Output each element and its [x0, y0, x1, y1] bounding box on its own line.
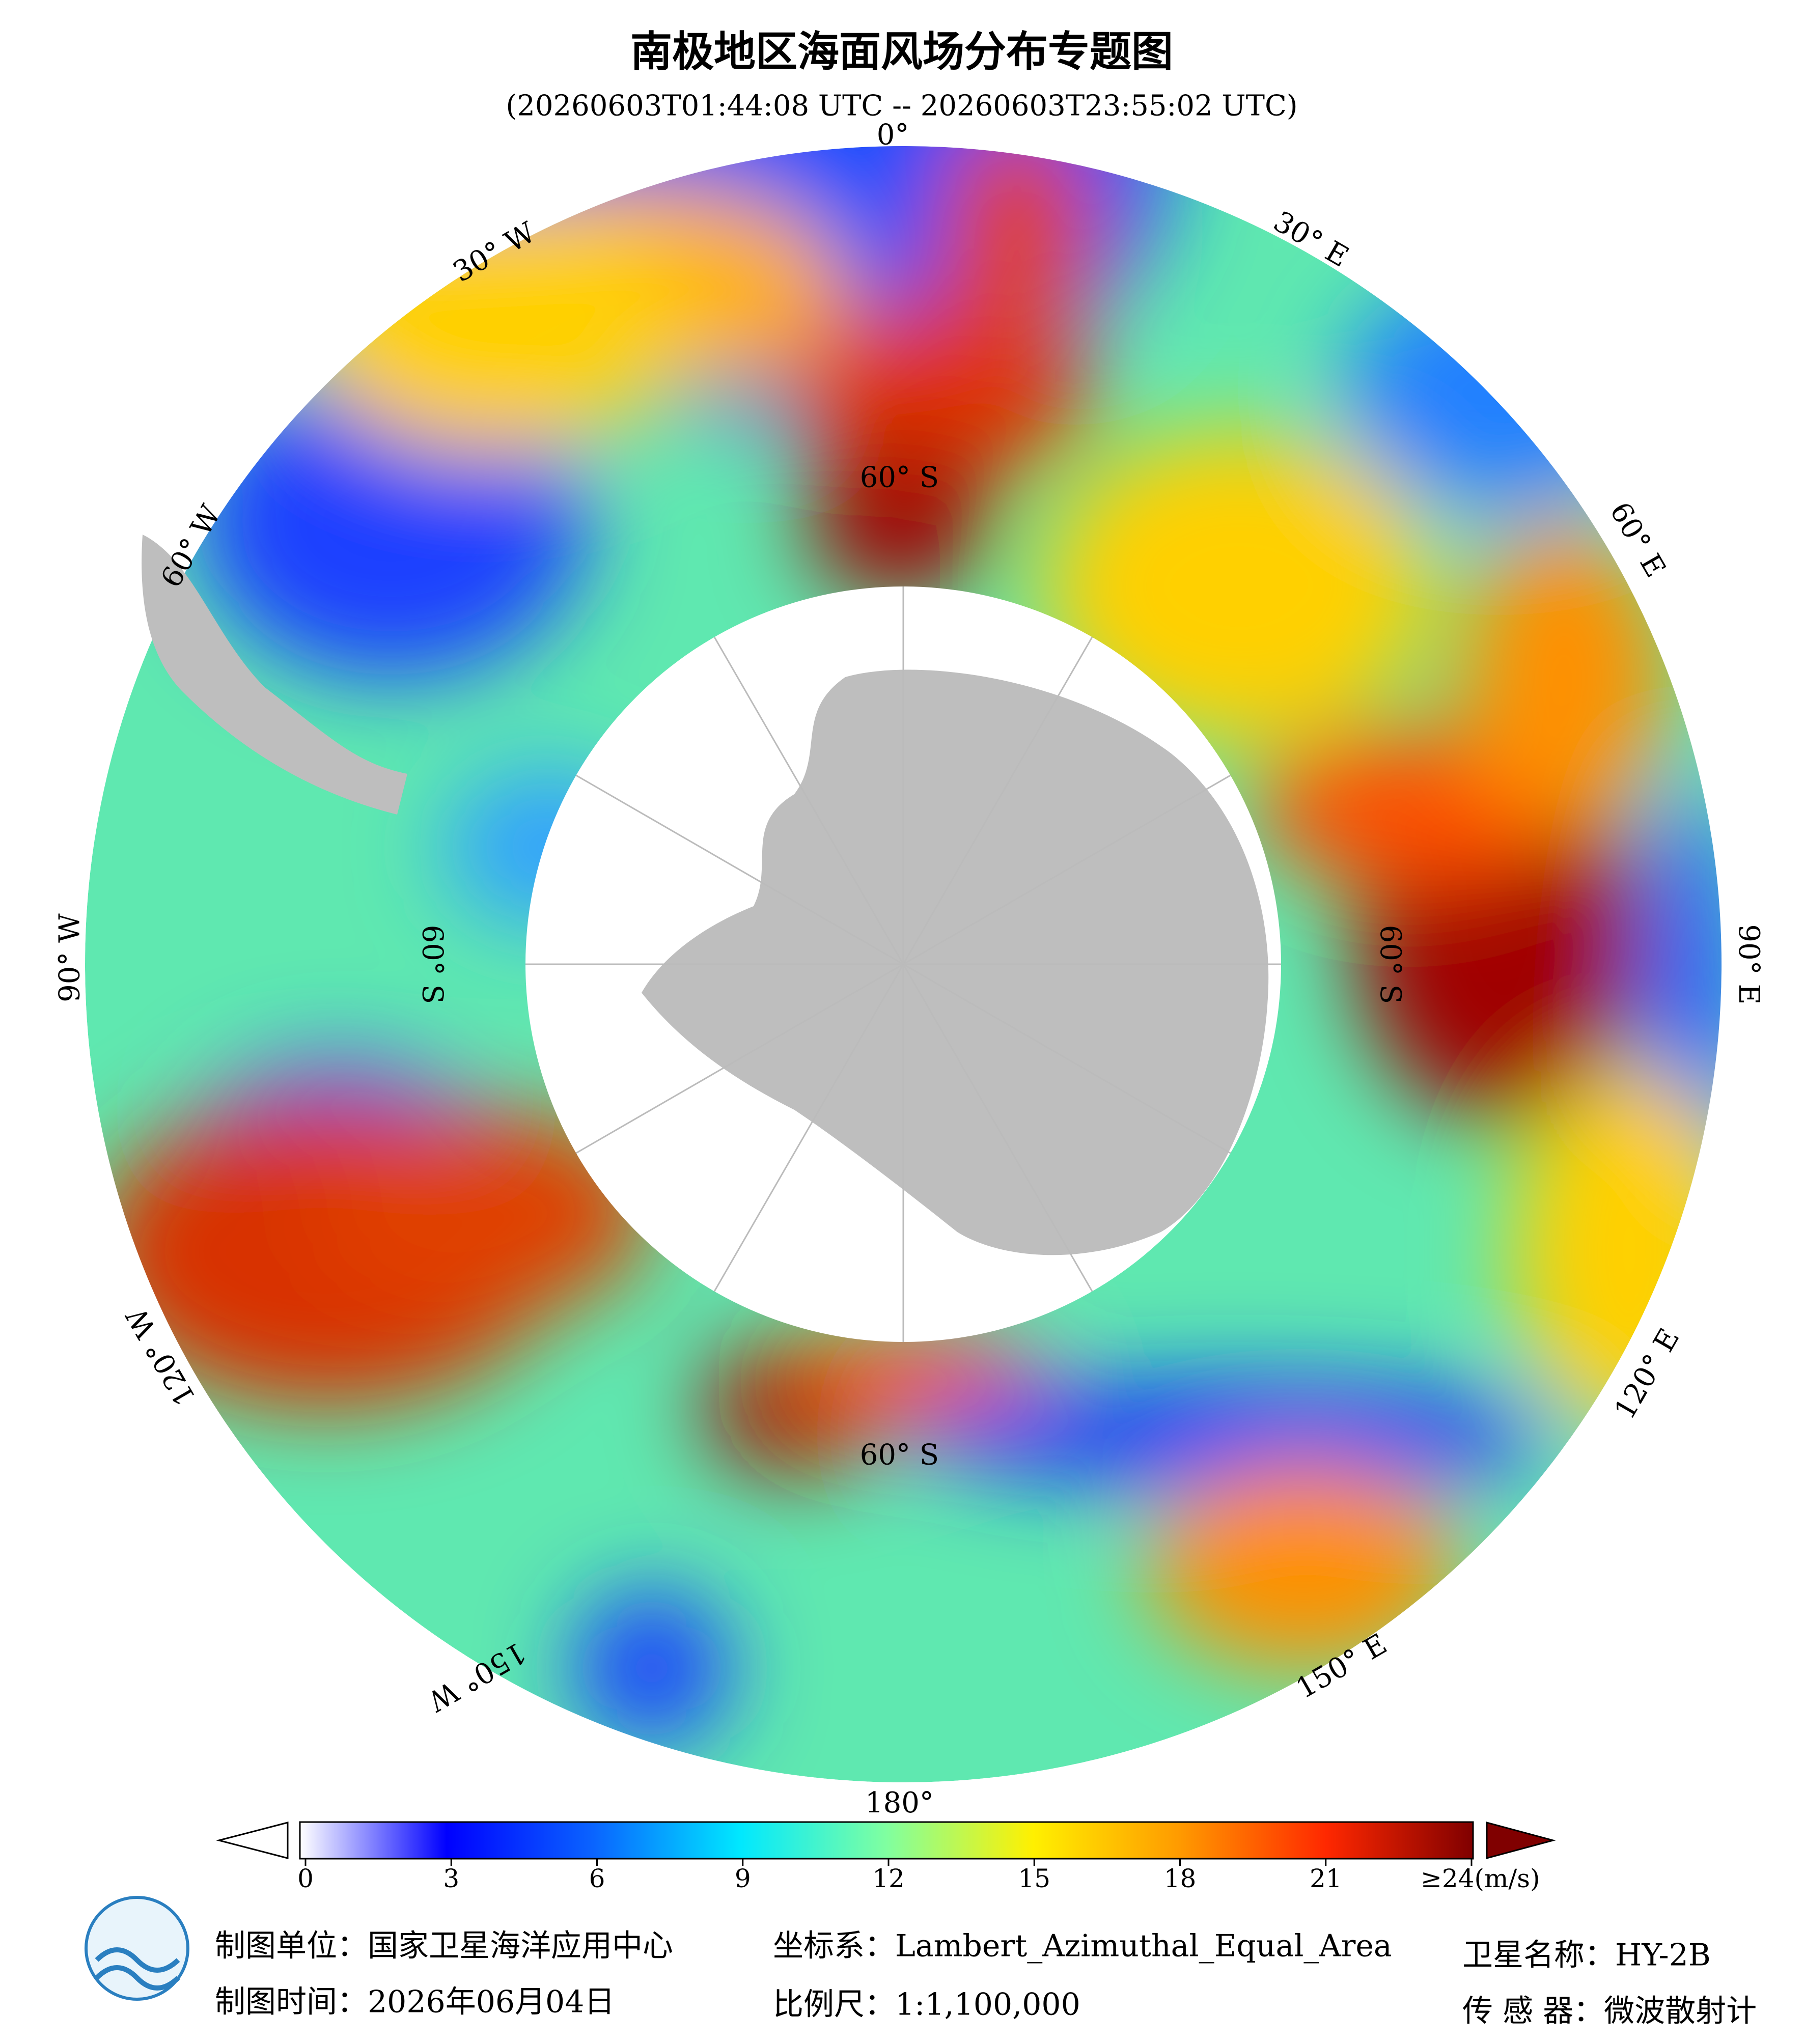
meridian — [903, 774, 1231, 965]
wind-map — [85, 146, 1722, 1782]
meridian — [902, 964, 1093, 1292]
longitude-label: 0° — [877, 118, 909, 151]
longitude-label: 90° W — [53, 913, 86, 1002]
colorbar-tick-label: 21 — [1310, 1864, 1342, 1893]
meridian — [713, 964, 904, 1292]
latitude-label: 60° S — [415, 925, 449, 1004]
meridian — [575, 963, 904, 1154]
footer-scale: 比例尺：1:1,100,000 — [773, 1987, 1080, 2023]
colorbar-tick-label: 15 — [1018, 1864, 1050, 1893]
title: 南极地区海面风场分布专题图 — [630, 27, 1173, 76]
latitude-label: 60° S — [860, 461, 939, 494]
colorbar-tick-label: 18 — [1164, 1864, 1197, 1893]
longitude-label: 90° E — [1732, 924, 1765, 1004]
wind-blob — [1460, 521, 1669, 834]
wind-blob — [912, 1381, 1564, 1486]
colorbar-tick-label: 6 — [589, 1864, 605, 1893]
footer-crs: 坐标系：Lambert_Azimuthal_Equal_Area — [773, 1928, 1392, 1964]
colorbar-tick-label: 9 — [735, 1864, 751, 1893]
antarctica — [642, 669, 1269, 1255]
footer-unit: 制图单位：国家卫星海洋应用中心 — [215, 1928, 673, 1964]
meridian — [713, 636, 904, 965]
colorbar-min-arrow — [216, 1822, 289, 1859]
latitude-label: 60° S — [1374, 925, 1407, 1004]
colorbar-tick-label: 3 — [443, 1864, 459, 1893]
meridian — [575, 774, 904, 965]
logo — [85, 1896, 189, 2001]
south-america — [142, 535, 407, 815]
wind-blob — [1342, 273, 1656, 509]
meridian — [903, 963, 1231, 1154]
footer-date: 制图时间：2026年06月04日 — [215, 1984, 615, 2020]
wind-blob — [1043, 430, 1434, 743]
colorbar-tick-label: ≥24(m/s) — [1421, 1864, 1540, 1893]
colorbar-tick-label: 12 — [872, 1864, 905, 1893]
wind-blob — [938, 146, 1095, 352]
footer-sensor: 传 感 器：微波散射计 — [1462, 1994, 1757, 2029]
colorbar-max-arrow — [1486, 1822, 1556, 1859]
colorbar-tick-label: 0 — [297, 1864, 314, 1893]
wind-blob — [808, 443, 991, 600]
subtitle: (20260603T01:44:08 UTC -- 20260603T23:55… — [506, 90, 1297, 123]
longitude-label: 180° — [865, 1786, 934, 1819]
latitude-label: 60° S — [860, 1439, 939, 1472]
wind-blob — [313, 1108, 652, 1317]
colorbar — [299, 1821, 1474, 1860]
wind-blob — [1147, 1460, 1460, 1668]
wind-blob — [573, 1590, 730, 1747]
meridian — [902, 636, 1093, 965]
footer-satellite: 卫星名称：HY-2B — [1462, 1938, 1711, 1973]
